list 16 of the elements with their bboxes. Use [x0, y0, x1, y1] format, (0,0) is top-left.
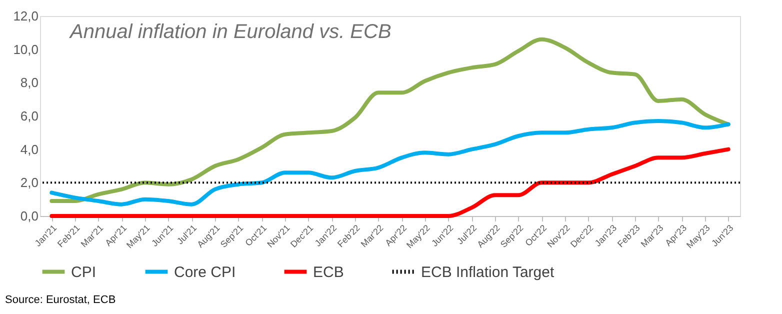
y-tick-label: 0,0 — [20, 208, 38, 224]
line-series — [50, 147, 730, 218]
legend-label: Core CPI — [174, 264, 236, 281]
y-tick-label: 4,0 — [20, 142, 38, 157]
line-series — [50, 119, 730, 206]
source-note: Source: Eurostat, ECB — [5, 294, 116, 306]
chart-title: Annual inflation in Euroland vs. ECB — [69, 21, 392, 43]
y-tick-label: 12,0 — [13, 8, 38, 24]
legend-label: CPI — [71, 264, 96, 281]
legend-label: ECB Inflation Target — [421, 264, 555, 281]
y-tick-label: 2,0 — [20, 175, 38, 190]
line-series — [50, 37, 730, 203]
legend-label: ECB — [313, 264, 344, 281]
y-tick-label: 8,0 — [20, 75, 38, 90]
y-tick-label: 10,0 — [13, 42, 38, 57]
y-tick-label: 6,0 — [20, 108, 38, 124]
